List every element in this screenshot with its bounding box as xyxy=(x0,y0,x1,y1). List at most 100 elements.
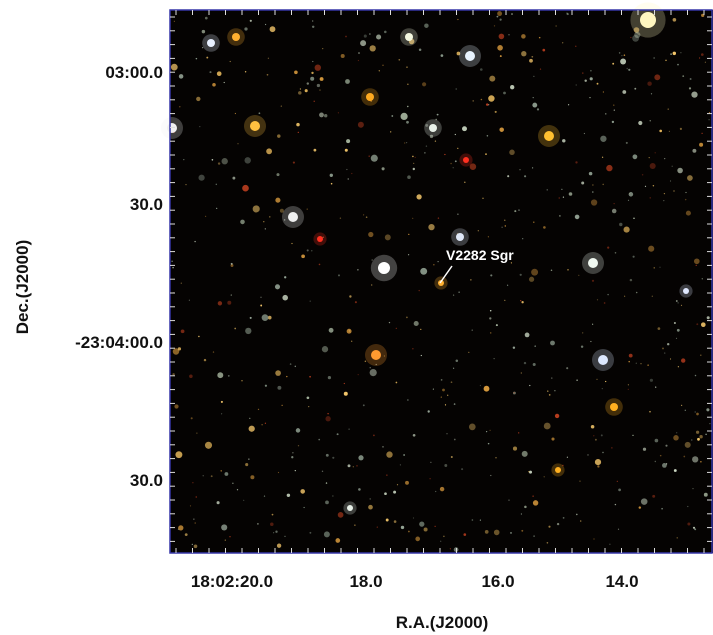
star xyxy=(640,498,648,505)
star xyxy=(202,47,204,49)
star xyxy=(369,369,377,377)
star xyxy=(597,465,600,468)
star xyxy=(261,424,263,426)
star xyxy=(468,423,476,431)
star xyxy=(461,468,464,471)
star xyxy=(593,435,595,437)
star xyxy=(531,268,539,276)
star xyxy=(234,327,237,330)
star xyxy=(477,230,479,232)
star xyxy=(706,408,710,412)
star xyxy=(449,548,451,550)
star xyxy=(508,499,510,501)
star xyxy=(286,375,288,378)
star xyxy=(650,93,653,95)
star xyxy=(521,301,524,304)
star xyxy=(437,217,440,219)
star xyxy=(405,141,408,144)
star xyxy=(418,289,420,292)
star xyxy=(589,97,591,99)
star xyxy=(196,96,201,102)
star xyxy=(620,58,627,65)
star xyxy=(617,528,620,530)
star xyxy=(261,314,269,321)
star xyxy=(403,454,405,456)
star xyxy=(312,20,314,22)
star xyxy=(434,140,437,142)
star xyxy=(677,366,680,368)
image-frame xyxy=(169,9,713,554)
star xyxy=(277,385,282,390)
bright-star xyxy=(371,350,381,360)
star xyxy=(385,518,389,522)
star xyxy=(649,120,651,122)
star xyxy=(292,161,295,164)
star xyxy=(174,404,179,409)
star xyxy=(675,337,678,339)
star xyxy=(201,29,206,34)
star xyxy=(413,320,419,327)
star xyxy=(444,153,446,156)
star xyxy=(337,512,344,518)
star xyxy=(659,266,661,268)
star xyxy=(275,370,281,376)
star xyxy=(443,535,445,538)
star xyxy=(469,163,477,170)
star xyxy=(260,304,263,307)
star xyxy=(390,131,392,133)
star xyxy=(677,302,679,304)
star xyxy=(216,207,218,209)
star xyxy=(243,499,245,501)
star xyxy=(299,88,302,90)
star xyxy=(260,296,262,298)
star xyxy=(281,404,283,406)
star xyxy=(463,533,467,536)
star xyxy=(679,127,683,130)
star xyxy=(327,412,329,415)
star xyxy=(311,71,314,75)
star xyxy=(619,222,623,227)
star xyxy=(325,482,328,484)
star xyxy=(520,372,522,374)
star-field xyxy=(161,2,711,552)
star xyxy=(579,520,582,522)
star xyxy=(652,185,655,187)
star xyxy=(618,488,621,492)
star xyxy=(345,35,347,38)
star xyxy=(215,183,218,186)
star xyxy=(462,126,467,132)
star xyxy=(345,79,350,84)
star xyxy=(340,53,345,59)
star xyxy=(626,67,628,70)
star xyxy=(427,410,430,413)
star xyxy=(354,524,356,526)
star xyxy=(611,447,613,449)
bright-star xyxy=(288,212,298,222)
star xyxy=(433,264,435,266)
star xyxy=(328,327,334,333)
star xyxy=(488,95,495,102)
star xyxy=(649,378,654,382)
star xyxy=(614,252,617,254)
star xyxy=(558,197,560,199)
star xyxy=(440,396,442,398)
star xyxy=(313,100,315,102)
star xyxy=(704,61,707,63)
star xyxy=(520,513,523,515)
star xyxy=(531,167,534,169)
x-tick-label: 16.0 xyxy=(481,572,514,591)
star xyxy=(708,119,710,121)
star xyxy=(518,209,520,211)
star xyxy=(373,434,375,437)
star xyxy=(611,208,617,214)
star xyxy=(625,141,628,144)
star xyxy=(532,500,539,506)
star xyxy=(662,463,667,468)
star xyxy=(493,358,495,360)
star xyxy=(306,82,309,85)
star xyxy=(318,438,321,441)
star xyxy=(257,408,260,411)
star xyxy=(294,365,297,368)
star xyxy=(258,112,261,115)
